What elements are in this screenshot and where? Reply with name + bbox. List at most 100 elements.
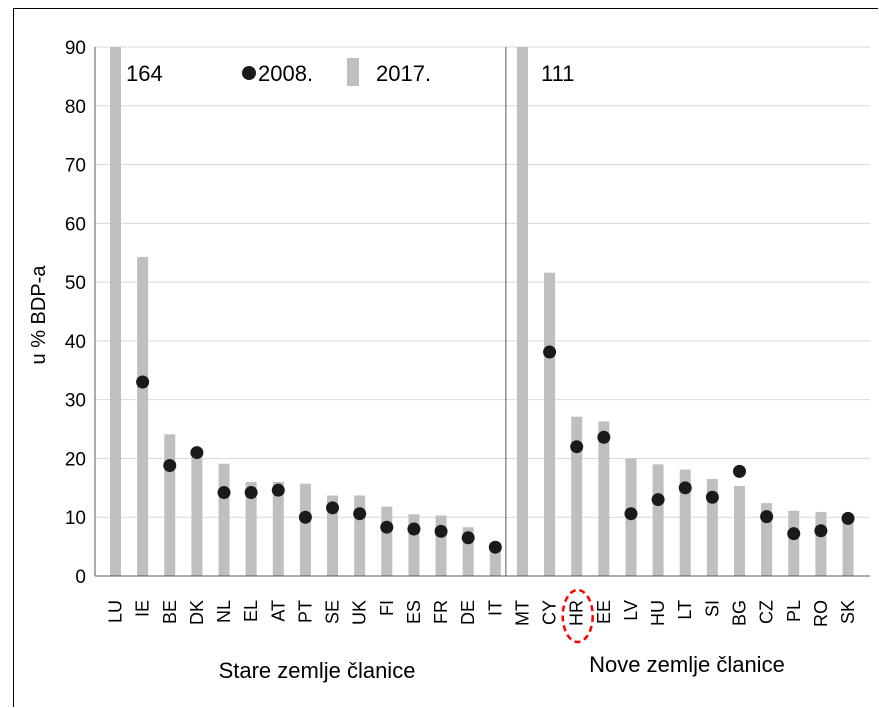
x-tick-lv: LV: [621, 600, 641, 621]
bar-bg: [733, 486, 745, 576]
x-tick-at: AT: [268, 600, 288, 622]
dot-hu: [651, 493, 665, 507]
bar-el: [245, 481, 257, 576]
x-tick-de: DE: [458, 600, 478, 625]
bar-sk: [842, 518, 854, 576]
x-tick-dk: DK: [187, 600, 207, 625]
x-tick-es: ES: [404, 600, 424, 624]
y-tick-labels: 0 10 20 30 40 50 60 70 80 90: [65, 38, 86, 588]
dot-sk: [841, 511, 855, 525]
y-tick-60: 60: [65, 214, 86, 235]
legend-label-2008: 2008.: [258, 61, 313, 86]
bar-hr: [571, 416, 583, 576]
x-tick-ie: IE: [133, 600, 153, 617]
x-tick-be: BE: [160, 600, 180, 624]
bar-de: [462, 527, 474, 576]
x-tick-ee: EE: [594, 600, 614, 624]
dot-es: [407, 522, 421, 536]
x-tick-bg: BG: [729, 600, 749, 626]
x-tick-hu: HU: [648, 600, 668, 626]
bar-lt: [679, 469, 691, 576]
axes: [94, 47, 870, 577]
bars-2017: [110, 47, 854, 576]
dot-fi: [380, 520, 394, 534]
bar-ro: [815, 511, 827, 576]
dot-it: [488, 540, 502, 554]
x-tick-fr: FR: [431, 600, 451, 624]
y-tick-30: 30: [65, 391, 86, 412]
bar-fr: [435, 515, 447, 576]
bar-cy: [544, 272, 556, 576]
grid-lines: [95, 46, 870, 577]
y-tick-70: 70: [65, 156, 86, 177]
dot-lt: [678, 481, 692, 495]
bar-pl: [788, 510, 800, 576]
bar-value-annotation-mt: 111: [541, 61, 574, 86]
dot-el: [244, 486, 258, 500]
x-tick-labels: LU IE BE DK NL EL AT PT SE UK FI ES FR DE IT MT CY HR EE LV…: [106, 600, 859, 627]
dot-at: [271, 483, 285, 497]
bar-fi: [381, 506, 393, 576]
y-axis-label: u % BDP-a: [28, 265, 50, 365]
bar-pt: [299, 483, 311, 576]
legend-bar-marker: [347, 58, 359, 86]
x-tick-mt: MT: [512, 600, 532, 626]
x-tick-pl: PL: [784, 600, 804, 622]
x-tick-cy: CY: [540, 600, 560, 625]
bar-cz: [761, 503, 773, 576]
bar-ee: [598, 421, 610, 576]
x-tick-el: EL: [241, 600, 261, 622]
bar-be: [164, 434, 176, 576]
x-tick-cz: CZ: [757, 600, 777, 624]
dot-uk: [353, 507, 367, 521]
bar-it: [489, 542, 501, 576]
y-tick-80: 80: [65, 97, 86, 118]
dot-nl: [217, 486, 231, 500]
x-tick-nl: NL: [214, 600, 234, 623]
x-tick-it: IT: [485, 600, 505, 616]
dot-dk: [190, 446, 204, 460]
legend: 2008. 2017.: [242, 58, 431, 86]
dot-be: [163, 458, 177, 472]
dot-lv: [624, 507, 638, 521]
dot-pl: [787, 527, 801, 541]
x-tick-ro: RO: [811, 600, 831, 627]
x-tick-se: SE: [323, 600, 343, 624]
y-tick-40: 40: [65, 332, 86, 353]
dot-ie: [136, 375, 150, 389]
bar-dk: [191, 451, 203, 576]
x-tick-si: SI: [702, 600, 722, 617]
highlight-circle-hr: [561, 588, 594, 644]
bar-lu: [110, 47, 121, 576]
x-tick-uk: UK: [350, 600, 370, 625]
bar-es: [408, 514, 420, 576]
dot-si: [705, 490, 719, 504]
bar-ie: [137, 256, 149, 576]
y-tick-0: 0: [75, 567, 86, 588]
x-tick-fi: FI: [377, 600, 397, 616]
group-label-old-members: Stare zemlje članice: [219, 658, 416, 683]
x-tick-lu: LU: [106, 600, 126, 623]
dot-fr: [434, 524, 448, 538]
chart-frame: [13, 8, 878, 707]
bar-si: [706, 479, 718, 576]
dot-ee: [597, 430, 611, 444]
bar-value-annotation-lu: 164: [126, 61, 163, 86]
dot-de: [461, 531, 475, 545]
dot-cz: [760, 510, 774, 524]
y-tick-50: 50: [65, 273, 86, 294]
bar-at: [272, 481, 284, 576]
y-tick-10: 10: [65, 508, 86, 529]
dots-2008: [136, 345, 855, 554]
dot-se: [326, 501, 340, 515]
bar-hu: [652, 464, 664, 576]
bar-se: [327, 495, 339, 576]
x-tick-pt: PT: [295, 600, 315, 623]
bar-nl: [218, 463, 230, 576]
dot-pt: [298, 510, 312, 524]
dot-hr: [570, 440, 584, 454]
y-tick-20: 20: [65, 449, 86, 470]
dot-cy: [543, 345, 557, 359]
legend-label-2017: 2017.: [376, 61, 431, 86]
